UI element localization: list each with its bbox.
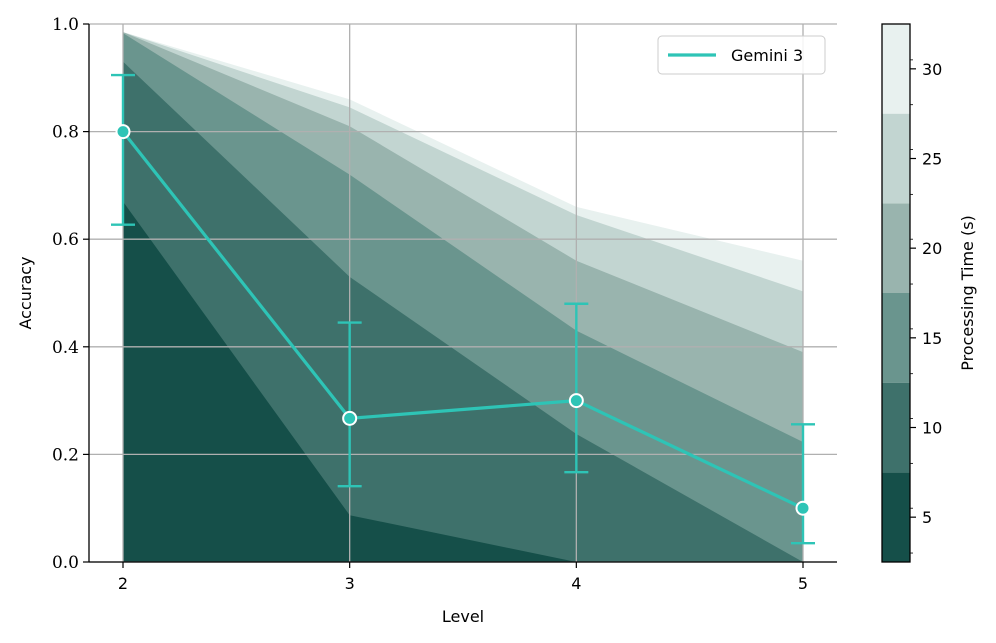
- processing-time-bands: [123, 32, 803, 563]
- x-tick-label: 2: [118, 574, 128, 593]
- colorbar-tick-label: 15: [922, 329, 942, 348]
- colorbar-tick-label: 10: [922, 419, 942, 438]
- x-tick-label: 4: [571, 574, 581, 593]
- colorbar-tick-label: 5: [922, 508, 932, 527]
- colorbar-tick-label: 20: [922, 239, 942, 258]
- colorbar-segment: [882, 24, 910, 114]
- data-point: [115, 124, 131, 140]
- band-time-5: [123, 201, 803, 563]
- colorbar-segment: [882, 113, 910, 204]
- colorbar-tick-label: 30: [922, 60, 942, 79]
- y-axis-label: Accuracy: [16, 256, 35, 329]
- colorbar: 5 10 15 20 25 30: [881, 23, 942, 563]
- y-tick-label: 0.4: [52, 338, 79, 358]
- y-tick-label: 1.0: [52, 15, 79, 35]
- colorbar-tick-label: 25: [922, 150, 942, 169]
- legend-label: Gemini 3: [731, 46, 803, 65]
- colorbar-frame: [881, 23, 911, 563]
- data-point: [342, 410, 358, 426]
- y-tick-label: 0.2: [52, 445, 79, 465]
- x-tick-label: 3: [345, 574, 355, 593]
- colorbar-segment: [882, 293, 910, 383]
- y-tick-label: 0.0: [52, 553, 79, 573]
- colorbar-segment: [882, 472, 910, 562]
- colorbar-segment: [882, 382, 910, 473]
- data-point: [795, 500, 811, 516]
- axes: 2 3 4 5 0.0 0.2 0.4 0.6 0.8 1.0: [52, 15, 837, 593]
- x-tick-label: 5: [798, 574, 808, 593]
- y-tick-label: 0.6: [52, 230, 79, 250]
- colorbar-segment: [882, 203, 910, 293]
- series-line: [121, 130, 804, 510]
- legend: Gemini 3: [657, 35, 826, 75]
- colorbar-label: Processing Time (s): [958, 215, 977, 371]
- data-series: [111, 73, 815, 545]
- data-point: [568, 393, 584, 409]
- y-tick-label: 0.8: [52, 123, 79, 143]
- legend-box: [657, 35, 826, 75]
- x-axis-label: Level: [442, 607, 484, 626]
